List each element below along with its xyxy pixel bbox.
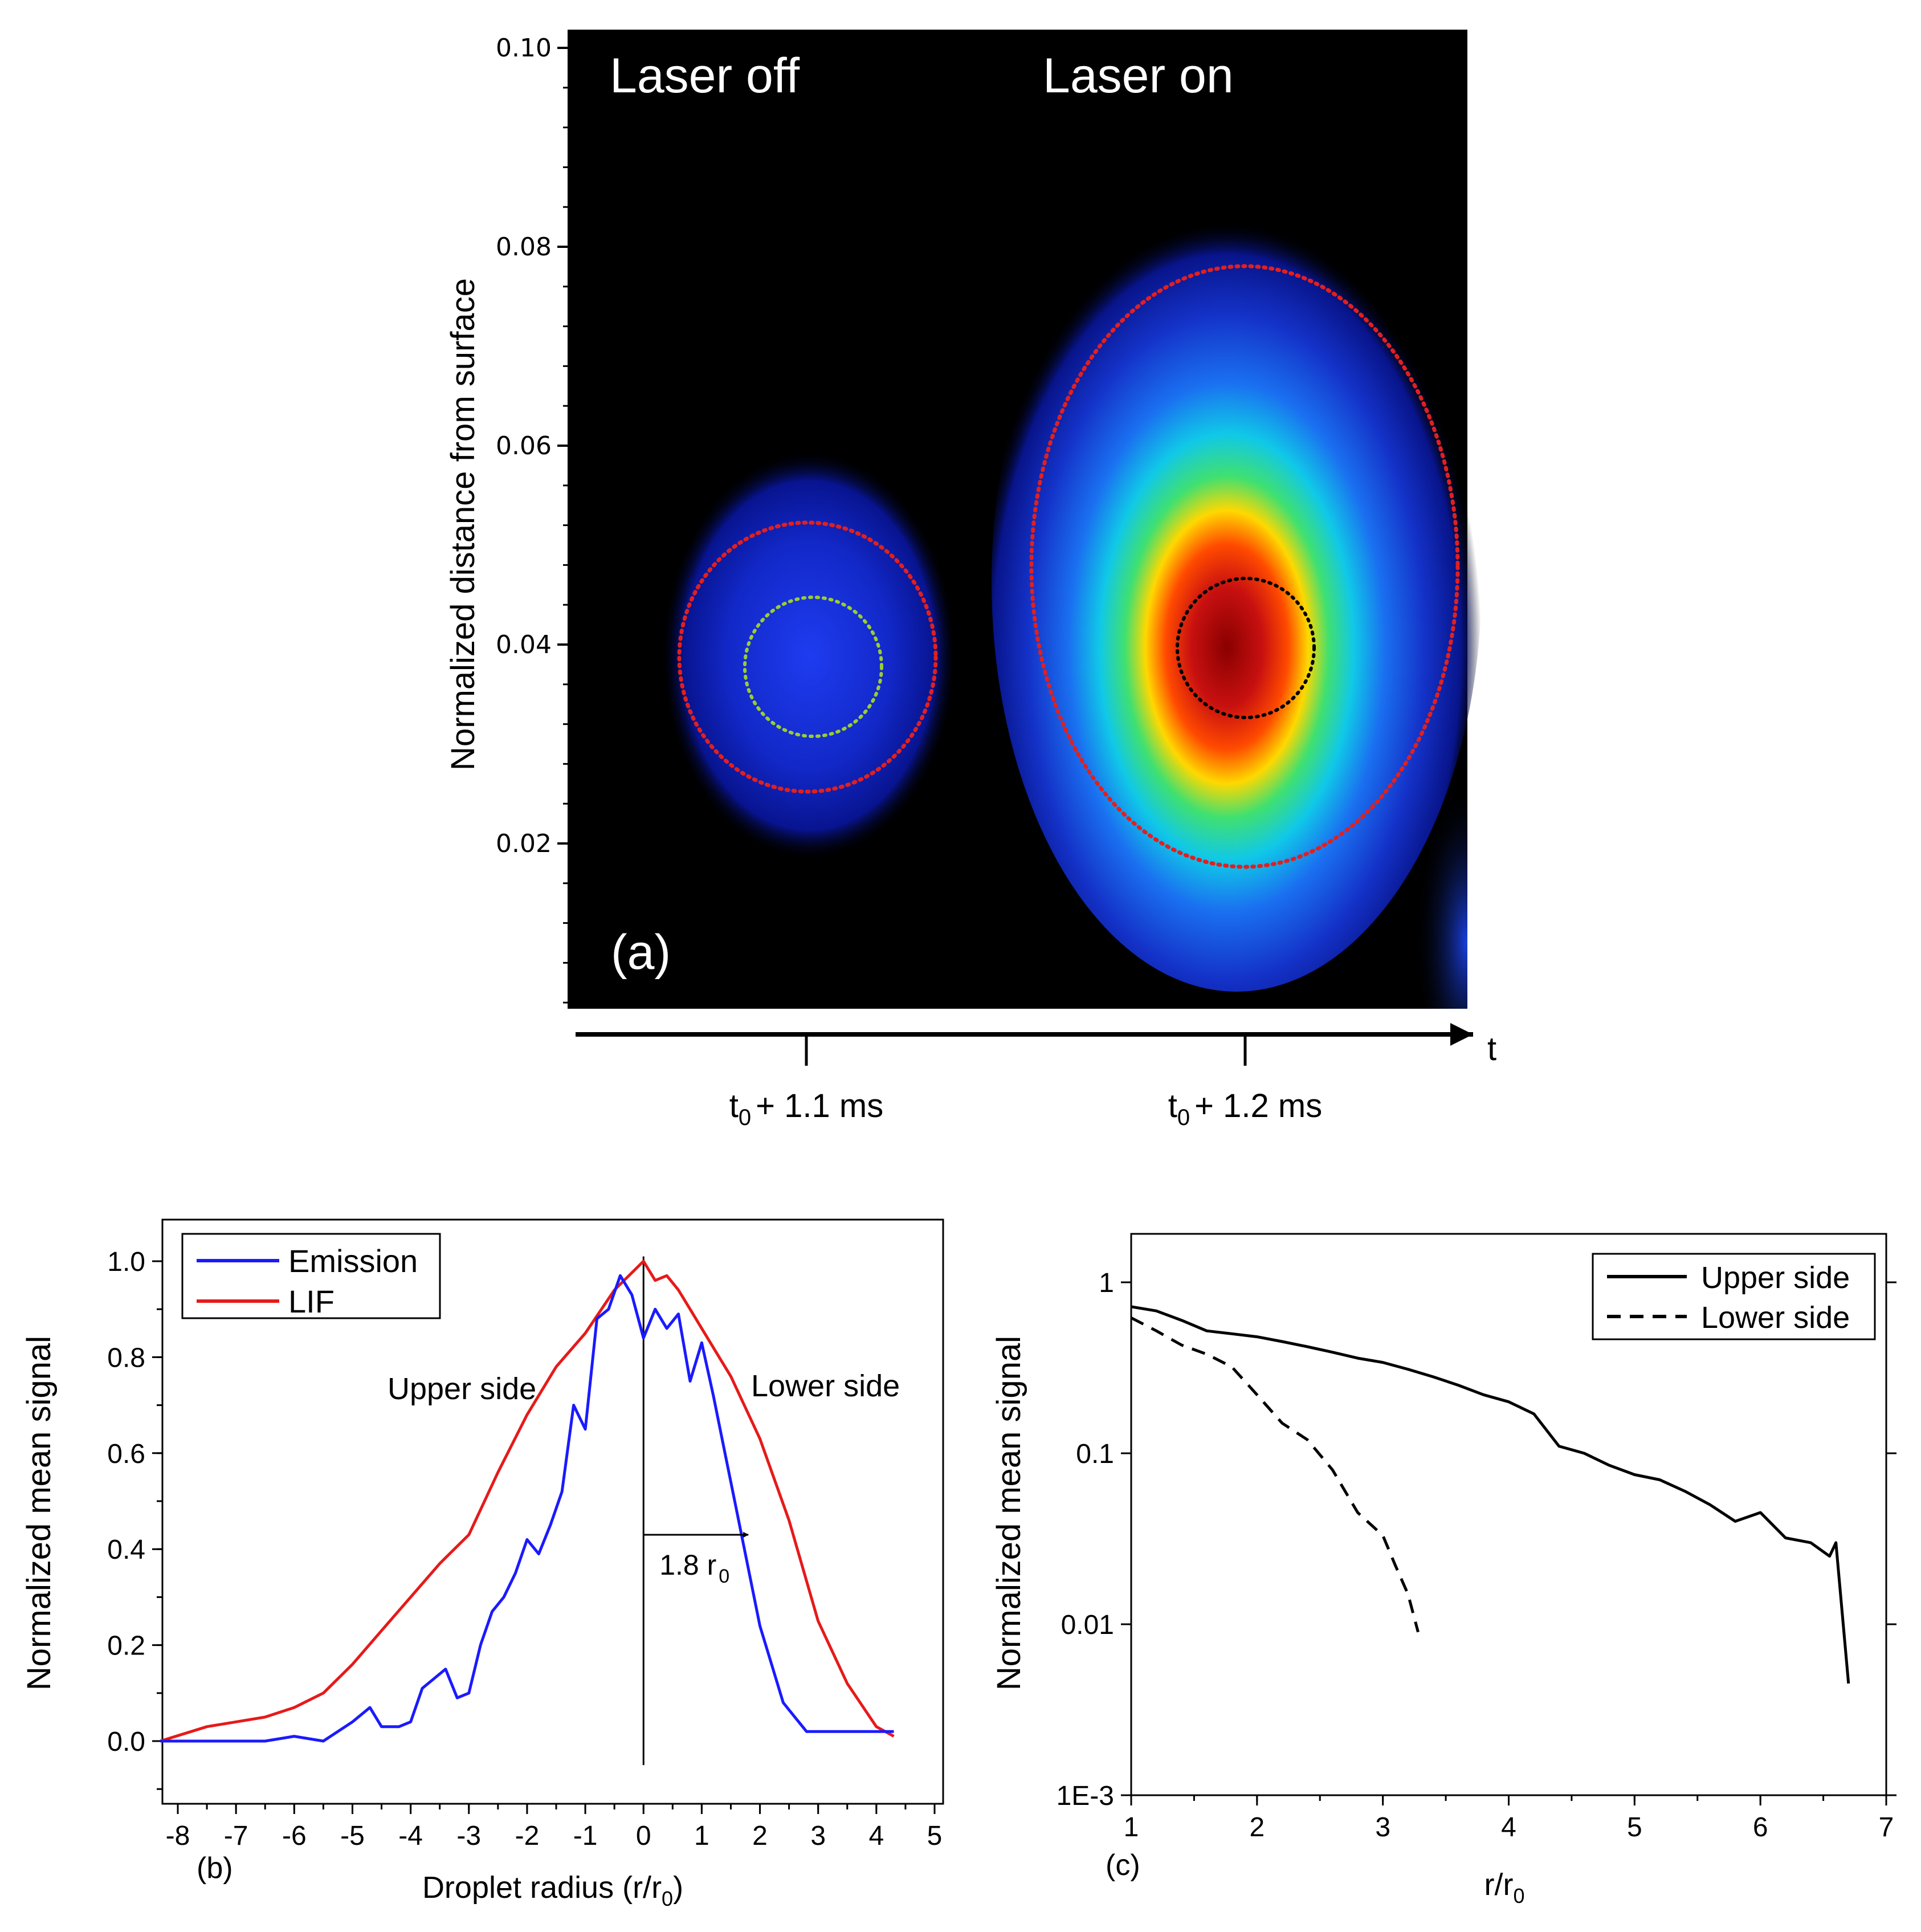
series-upper-side-line [1131, 1305, 1850, 1684]
legend-upper-side-label: Upper side [1701, 1261, 1850, 1295]
panel-a-ylabel: Normalized distance from surface [444, 278, 482, 771]
panel-c-xlabel: r/r0 [1484, 1868, 1525, 1907]
series-lif-line [160, 1260, 895, 1743]
panel-b-xtick-label-9: 1 [694, 1821, 709, 1851]
panel-b-ytick-label-1: 0.2 [107, 1631, 145, 1661]
series-lower-side-line [1130, 1316, 1420, 1633]
panel-c-label: (c) [1106, 1849, 1140, 1882]
panel-b-label: (b) [197, 1852, 233, 1885]
time-axis-label: t [1487, 1030, 1496, 1067]
legend-lif-label: LIF [288, 1283, 335, 1319]
panel-b: -8 -7 -6 -5 -4 -3 -2 -1 0 1 2 3 4 5 0.0 0.2 0.4 0.6 0.8 1.0… [21, 1218, 944, 1910]
panel-c-xtick-label-3: 4 [1501, 1812, 1516, 1843]
annotation-upper-side: Upper side [388, 1372, 536, 1406]
panel-b-xtick-label-13: 5 [927, 1821, 943, 1851]
panel-b-xtick-label-6: -2 [515, 1821, 540, 1851]
laser-on-title: Laser on [1043, 48, 1234, 103]
panel-c-ytick-label-0: 1E-3 [1057, 1781, 1114, 1811]
panel-b-xtick-label-12: 4 [868, 1821, 884, 1851]
panel-b-xtick-label-4: -4 [398, 1821, 423, 1851]
panel-a: Laser off Laser on (a) 0.020.040.060.080… [444, 30, 1496, 1130]
panel-c: 1 2 3 4 5 6 7 1E-3 0.01 0.1 1 Upper side Lower sid… [990, 1233, 1896, 1907]
series-emission-line [160, 1274, 894, 1743]
panel-b-legend-box [181, 1233, 441, 1319]
laser-off-inner-circle [743, 596, 883, 738]
panel-b-xtick-label-10: 2 [752, 1821, 768, 1851]
laser-on-plume [992, 171, 1482, 992]
panel-c-xtick-label-0: 1 [1124, 1812, 1139, 1843]
legend-emission-label: Emission [288, 1243, 418, 1279]
time-mark-label-2: t0 + 1.2 ms [1168, 1087, 1322, 1130]
panel-c-xtick-label-5: 6 [1753, 1812, 1768, 1843]
panel-b-ytick-label-0: 0.0 [107, 1727, 145, 1757]
panel-b-xtick-label-1: -7 [224, 1821, 248, 1851]
panel-b-xtick-label-8: 0 [636, 1821, 651, 1851]
panel-c-ytick-label-3: 1 [1099, 1268, 1114, 1298]
panel-a-ytick-label-2: 0.06 [496, 431, 552, 460]
laser-off-plume [661, 450, 957, 861]
laser-off-title: Laser off [610, 48, 800, 103]
panel-b-plot-frame [161, 1218, 944, 1805]
panel-a-ytick-label-0: 0.02 [496, 829, 552, 858]
panel-c-series [1130, 1305, 1850, 1684]
laser-off-outer-ellipse [677, 520, 938, 794]
panel-a-ytick-label-4: 0.10 [496, 34, 552, 63]
panel-b-ytick-label-3: 0.6 [107, 1439, 145, 1469]
panel-b-xtick-label-0: -8 [166, 1821, 190, 1851]
panel-b-ylabel: Normalized mean signal [21, 1336, 58, 1690]
panel-b-ytick-label-2: 0.4 [107, 1535, 145, 1565]
laser-on-outer-ellipse [1029, 264, 1460, 869]
panel-b-ytick-label-4: 0.8 [107, 1343, 145, 1373]
panel-b-xtick-label-7: -1 [573, 1821, 598, 1851]
time-mark-label-1: t0 + 1.1 ms [729, 1087, 883, 1130]
panel-a-ytick-label-1: 0.04 [496, 630, 552, 659]
right-edge-glow [1379, 741, 1467, 1009]
legend-lower-side-label: Lower side [1701, 1301, 1850, 1335]
panel-c-xtick-label-6: 7 [1879, 1812, 1894, 1843]
panel-c-ticks: 1 2 3 4 5 6 7 1E-3 0.01 0.1 1 [1057, 1268, 1896, 1843]
panel-b-xtick-label-5: -3 [456, 1821, 481, 1851]
panel-b-xtick-label-3: -5 [340, 1821, 365, 1851]
panel-c-ytick-label-2: 0.1 [1076, 1439, 1114, 1469]
panel-c-ytick-label-1: 0.01 [1061, 1610, 1114, 1640]
panel-c-ylabel: Normalized mean signal [990, 1336, 1027, 1690]
panel-a-ytick-label-3: 0.08 [496, 233, 552, 262]
time-axis-arrowhead [1450, 1023, 1473, 1046]
panel-b-xlabel: Droplet radius (r/r0) [422, 1870, 683, 1910]
panel-b-ticks: -8 -7 -6 -5 -4 -3 -2 -1 0 1 2 3 4 5 0.0 0.2 0.4 0.6 0.8 1.0 [107, 1247, 942, 1851]
panel-c-xtick-label-1: 2 [1249, 1812, 1265, 1843]
panel-c-legend-box [1592, 1253, 1876, 1340]
panel-b-xtick-label-2: -6 [282, 1821, 307, 1851]
panel-a-y-ticks: 0.02 0.04 0.06 0.08 0.10 [496, 34, 569, 1004]
annotation-lower-side: Lower side [751, 1369, 900, 1403]
panel-b-ytick-label-5: 1.0 [107, 1247, 145, 1277]
panel-c-xtick-label-2: 3 [1375, 1812, 1390, 1843]
panel-a-label: (a) [611, 925, 671, 980]
panel-b-xtick-label-11: 3 [810, 1821, 826, 1851]
laser-on-inner-circle [1176, 577, 1316, 719]
panel-c-xtick-label-4: 5 [1627, 1812, 1642, 1843]
panel-b-series [160, 1256, 895, 1766]
